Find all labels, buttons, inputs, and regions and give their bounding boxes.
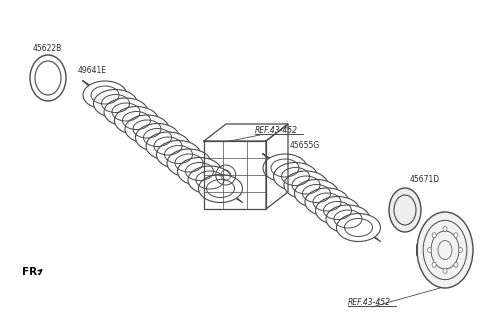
Ellipse shape (199, 174, 242, 202)
Ellipse shape (167, 149, 211, 177)
Ellipse shape (125, 115, 169, 143)
Ellipse shape (389, 188, 421, 232)
Ellipse shape (156, 140, 201, 169)
Ellipse shape (458, 248, 462, 253)
Ellipse shape (417, 212, 473, 288)
Ellipse shape (336, 214, 381, 241)
Ellipse shape (326, 205, 370, 233)
Text: 45671D: 45671D (410, 175, 440, 184)
Ellipse shape (284, 171, 328, 199)
Text: 45622B: 45622B (33, 44, 62, 53)
Ellipse shape (305, 188, 349, 216)
Ellipse shape (274, 162, 317, 191)
Ellipse shape (432, 262, 436, 267)
Ellipse shape (188, 166, 232, 194)
Text: 45655G: 45655G (290, 141, 320, 150)
Ellipse shape (295, 179, 338, 208)
Ellipse shape (443, 227, 447, 232)
Ellipse shape (454, 262, 458, 267)
Ellipse shape (263, 154, 307, 182)
Ellipse shape (454, 233, 458, 238)
Text: REF.43-452: REF.43-452 (348, 298, 391, 307)
Ellipse shape (432, 233, 436, 238)
Ellipse shape (135, 124, 180, 152)
Text: FR.: FR. (22, 267, 41, 277)
Ellipse shape (315, 196, 360, 224)
Ellipse shape (115, 107, 158, 134)
Ellipse shape (83, 81, 127, 109)
Ellipse shape (94, 90, 137, 117)
Ellipse shape (104, 98, 148, 126)
Ellipse shape (178, 157, 221, 186)
Text: 49641E: 49641E (78, 66, 107, 75)
Text: REF.43-452: REF.43-452 (255, 126, 298, 135)
Ellipse shape (443, 268, 447, 274)
Ellipse shape (428, 248, 432, 253)
Ellipse shape (146, 132, 190, 160)
